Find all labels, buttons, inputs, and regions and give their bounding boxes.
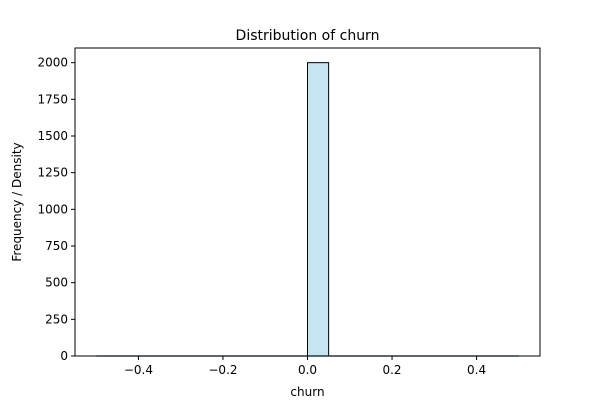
y-tick-label: 750 (45, 239, 68, 253)
histogram-bar (307, 62, 330, 357)
x-tick-label: 0.4 (467, 363, 486, 377)
y-tick-label: 500 (45, 276, 68, 290)
y-tick-label: 1250 (37, 166, 68, 180)
x-axis-ticks: −0.4 −0.2 0.0 0.2 0.4 (124, 356, 486, 377)
y-axis-ticks: 0 250 500 750 1000 1250 1500 1750 2000 (37, 56, 75, 363)
x-tick-label: 0.0 (298, 363, 317, 377)
y-tick-label: 1000 (37, 202, 68, 216)
y-tick-label: 2000 (37, 56, 68, 70)
y-tick-label: 1750 (37, 92, 68, 106)
x-axis-label: churn (290, 385, 324, 399)
y-tick-label: 250 (45, 312, 68, 326)
x-tick-label: −0.2 (208, 363, 237, 377)
y-axis-label: Frequency / Density (10, 142, 24, 261)
plot-area (74, 47, 541, 357)
chart-title: Distribution of churn (236, 28, 380, 44)
x-tick-label: −0.4 (124, 363, 153, 377)
x-tick-label: 0.2 (382, 363, 401, 377)
y-tick-label: 1500 (37, 129, 68, 143)
y-tick-label: 0 (60, 349, 68, 363)
